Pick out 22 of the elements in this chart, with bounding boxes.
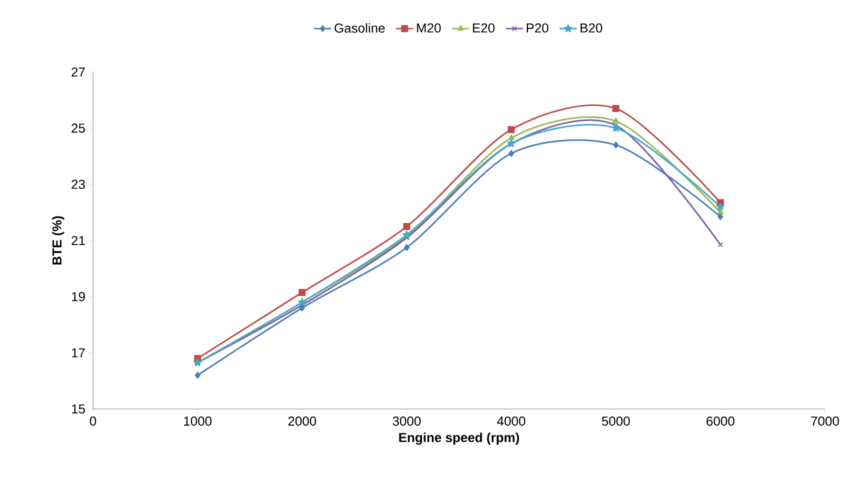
x-tick-label: 4000: [497, 416, 526, 426]
x-tick-label: 7000: [811, 416, 839, 426]
legend-label: B20: [580, 23, 602, 33]
x-tick-label: 3000: [392, 416, 421, 426]
x-tick-label: 2000: [288, 416, 316, 426]
x-tick-label: 5000: [602, 416, 630, 426]
y-tick-label: 27: [72, 67, 85, 77]
x-tick-label: 6000: [706, 416, 734, 426]
y-tick-label: 23: [72, 180, 85, 189]
x-tick-label: 0: [90, 416, 96, 426]
y-axis-title: BTE (%): [52, 216, 64, 265]
legend-label: Gasoline: [334, 23, 385, 33]
x-tick-label: 1000: [184, 416, 212, 426]
legend-label: P20: [526, 23, 548, 33]
y-tick-label: 19: [72, 292, 85, 302]
y-tick-label: 15: [72, 404, 85, 414]
y-tick-label: 21: [72, 236, 85, 246]
x-axis-title: Engine speed (rpm): [399, 432, 520, 445]
legend-label: M20: [417, 23, 441, 33]
legend-label: E20: [473, 23, 495, 33]
y-tick-label: 25: [72, 124, 85, 133]
y-tick-label: 17: [72, 348, 85, 358]
